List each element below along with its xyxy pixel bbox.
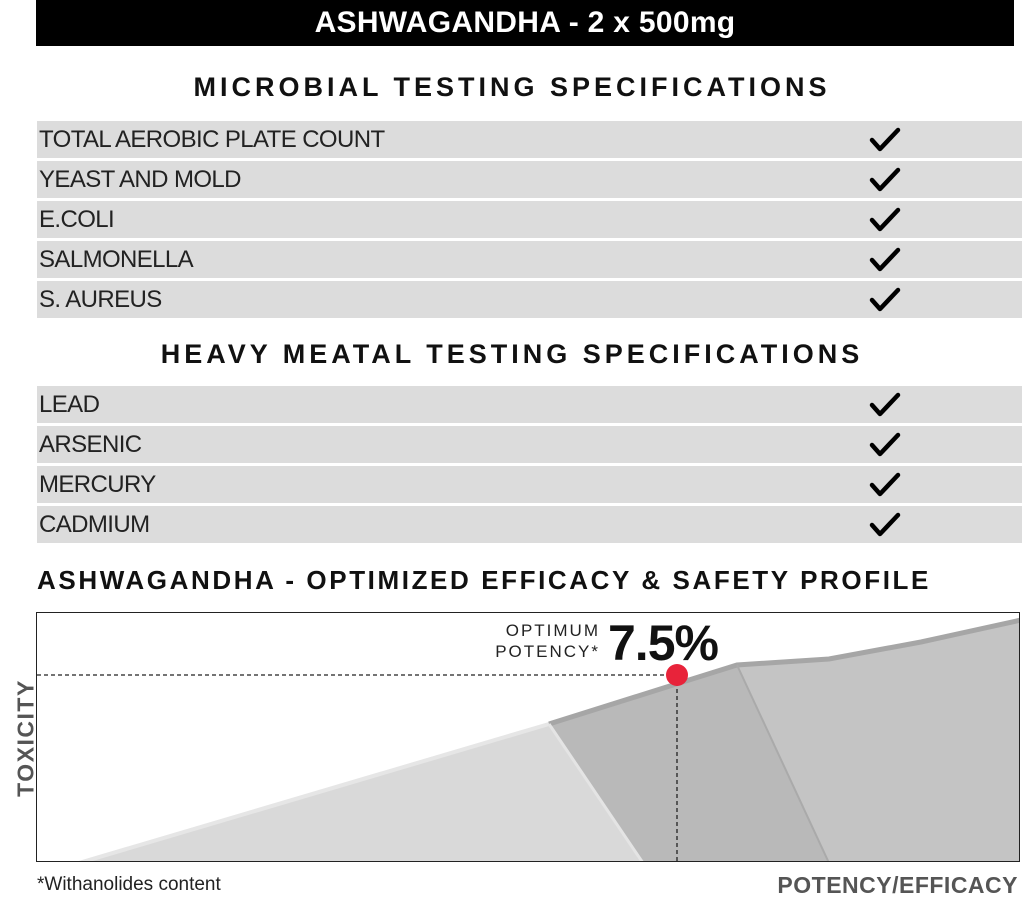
optimum-label: OPTIMUM POTENCY*	[484, 620, 600, 662]
check-icon	[869, 512, 901, 536]
product-title: ASHWAGANDHA - 2 x 500mg	[314, 6, 736, 39]
spec-label: SALMONELLA	[39, 245, 194, 273]
optimum-label-line1: OPTIMUM	[505, 621, 600, 640]
profile-chart: OPTIMUM POTENCY* 7.5%	[36, 612, 1020, 862]
spec-label: S. AUREUS	[39, 285, 162, 313]
profile-heading: ASHWAGANDHA - OPTIMIZED EFFICACY & SAFET…	[37, 565, 931, 595]
spec-label: MERCURY	[39, 470, 156, 498]
optimum-value: 7.5%	[608, 615, 719, 671]
table-row: E.COLI	[37, 201, 1022, 238]
check-icon	[869, 127, 901, 151]
check-icon	[869, 432, 901, 456]
check-icon	[869, 247, 901, 271]
optimum-zone-area	[549, 665, 829, 861]
table-row: LEAD	[37, 386, 1022, 423]
curve-edge-upper	[548, 617, 1019, 727]
table-row: YEAST AND MOLD	[37, 161, 1022, 198]
table-row: S. AUREUS	[37, 281, 1022, 318]
spec-label: CADMIUM	[39, 510, 150, 538]
profile-curve	[37, 617, 1019, 861]
potency-axis-label: POTENCY/EFFICACY	[777, 872, 1018, 898]
table-row: CADMIUM	[37, 506, 1022, 543]
optimum-marker	[666, 664, 688, 686]
low-zone-edge	[78, 722, 550, 861]
spec-label: LEAD	[39, 390, 100, 418]
microbial-heading: MICROBIAL TESTING SPECIFICATIONS	[193, 72, 831, 102]
check-icon	[869, 472, 901, 496]
table-row: SALMONELLA	[37, 241, 1022, 278]
footnote: *Withanolides content	[37, 874, 221, 895]
toxicity-axis-label: TOXICITY	[12, 679, 39, 797]
check-icon	[869, 287, 901, 311]
product-title-bar: ASHWAGANDHA - 2 x 500mg	[36, 0, 1014, 46]
spec-label: YEAST AND MOLD	[39, 165, 241, 193]
heavy-metal-table: LEAD ARSENIC MERCURY CADMIUM	[37, 386, 1022, 546]
high-zone-area	[737, 620, 1019, 861]
check-icon	[869, 392, 901, 416]
table-row: MERCURY	[37, 466, 1022, 503]
zone-divider	[736, 664, 830, 861]
low-zone-area	[85, 724, 642, 861]
spec-label: ARSENIC	[39, 430, 142, 458]
check-icon	[869, 207, 901, 231]
table-row: TOTAL AEROBIC PLATE COUNT	[37, 121, 1022, 158]
optimum-label-line2: POTENCY*	[495, 642, 600, 661]
spec-label: E.COLI	[39, 205, 115, 233]
heavy-metal-heading: HEAVY MEATAL TESTING SPECIFICATIONS	[160, 339, 864, 369]
microbial-table: TOTAL AEROBIC PLATE COUNT YEAST AND MOLD…	[37, 121, 1022, 321]
spec-label: TOTAL AEROBIC PLATE COUNT	[39, 125, 385, 153]
zone-divider	[547, 723, 644, 861]
table-row: ARSENIC	[37, 426, 1022, 463]
check-icon	[869, 167, 901, 191]
